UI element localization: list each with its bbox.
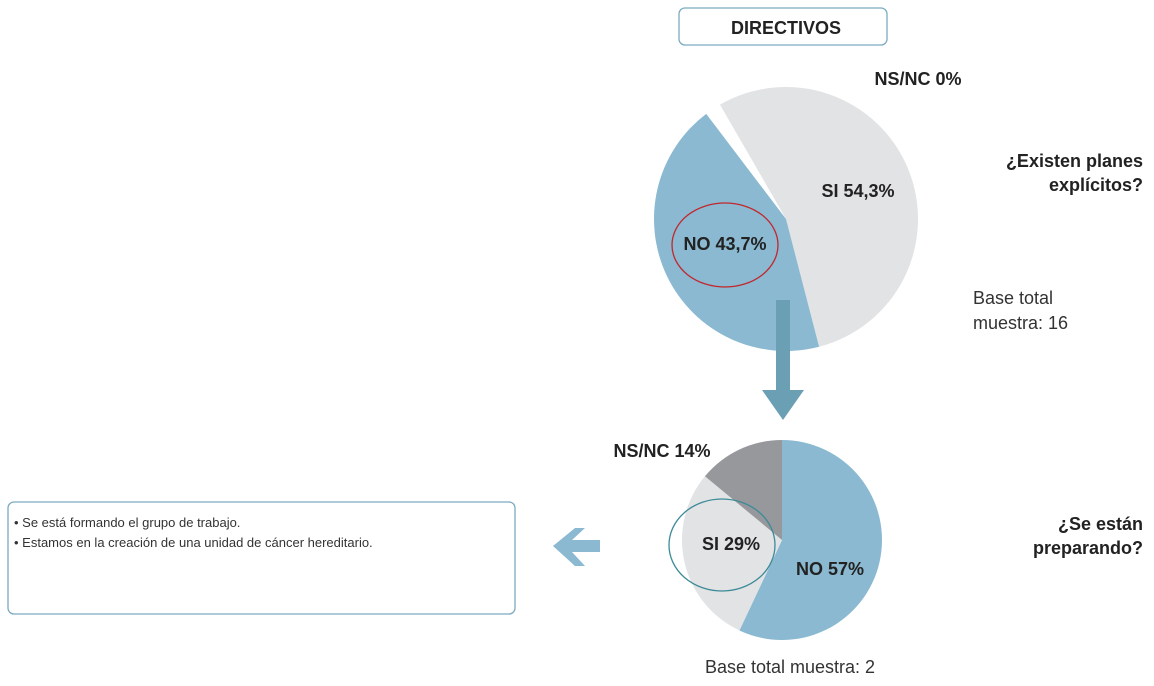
slice-label: NO 57%	[796, 559, 864, 579]
note-text: Estamos en la creación de una unidad de …	[22, 535, 373, 550]
notes: • Se está formando el grupo de trabajo. …	[14, 514, 454, 554]
pie-slice	[681, 476, 782, 631]
header-box	[678, 7, 888, 46]
notes-box	[7, 501, 516, 615]
arrow-shaft	[776, 300, 790, 395]
arrow-left	[553, 528, 600, 566]
slice-label: NS/NC 0%	[874, 69, 961, 89]
base-note: Base total muestra: 16	[973, 288, 1068, 333]
slice-label: SI 54,3%	[821, 181, 894, 201]
note: • Estamos en la creación de una unidad d…	[14, 535, 373, 550]
slice-label: NS/NC 14%	[613, 441, 710, 461]
slice-label: NO 43,7%	[683, 234, 766, 254]
pie-slice	[654, 113, 820, 351]
base-note: Base total muestra: 2	[705, 657, 875, 677]
pie-slice	[720, 87, 918, 347]
highlight-ellipse	[671, 202, 779, 288]
chart-title: ¿Se están preparando?	[1033, 514, 1143, 558]
highlight-ellipse	[668, 498, 776, 592]
pie-slice	[739, 440, 882, 641]
chart-title: ¿Existen planes explícitos?	[1006, 151, 1143, 195]
note: • Se está formando el grupo de trabajo.	[14, 515, 241, 530]
note-text: Se está formando el grupo de trabajo.	[22, 515, 241, 530]
slice-label: SI 29%	[702, 534, 760, 554]
pie-slice	[706, 113, 786, 219]
arrow-head	[762, 390, 804, 420]
header-title: DIRECTIVOS	[731, 18, 841, 38]
